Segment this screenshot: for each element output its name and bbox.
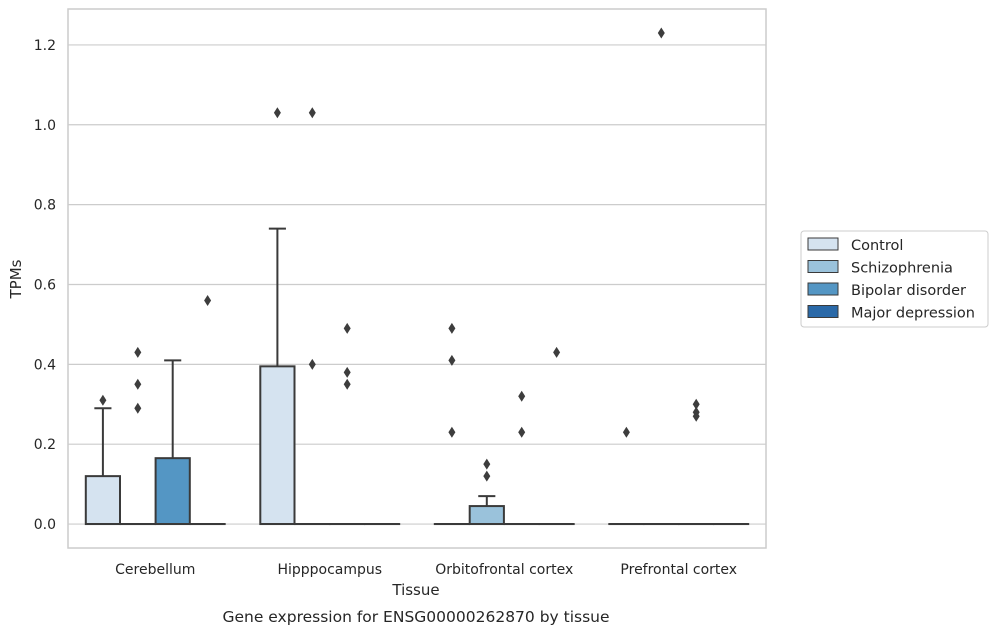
box-plot-marks <box>84 27 750 526</box>
outlier-point <box>518 426 526 438</box>
outlier-point <box>657 27 665 39</box>
outlier-point <box>448 322 456 334</box>
box <box>468 505 505 526</box>
x-axis-ticks: Cerebellum Hipppocampus Orbitofrontal cort… <box>115 562 737 578</box>
outlier-point <box>692 398 700 410</box>
x-tick-label: Prefrontal cortex <box>620 562 737 578</box>
outlier-point <box>483 470 491 482</box>
legend: Control Schizophrenia Bipolar disorder Majo… <box>800 230 989 328</box>
outlier-point <box>273 107 281 119</box>
outlier-point <box>553 346 561 358</box>
y-tick-label: 0.4 <box>34 357 56 373</box>
y-axis-label: TPMs <box>7 259 25 299</box>
legend-label: Control <box>851 238 903 254</box>
outlier-point <box>134 378 142 390</box>
plot-frame-border <box>67 8 767 549</box>
outlier-point <box>308 107 316 119</box>
legend-swatch <box>807 260 839 273</box>
y-tick-label: 0.8 <box>34 198 56 214</box>
legend-label: Bipolar disorder <box>851 283 966 299</box>
outlier-point <box>308 358 316 370</box>
legend-label: Major depression <box>851 306 975 322</box>
legend-swatch <box>807 305 839 318</box>
legend-swatch <box>807 237 839 251</box>
legend-swatch <box>807 282 839 296</box>
y-axis-ticks: 0.0 0.2 0.4 0.6 0.8 1.0 1.2 <box>34 38 56 533</box>
y-tick-label: 0.6 <box>34 277 56 293</box>
outlier-point <box>483 458 491 470</box>
legend-frame <box>800 230 989 328</box>
x-tick-label: Cerebellum <box>115 562 195 578</box>
chart-caption: Gene expression for ENSG00000262870 by t… <box>222 608 609 626</box>
outlier-point <box>692 410 700 422</box>
y-tick-label: 1.2 <box>34 38 56 54</box>
legend-label: Schizophrenia <box>851 261 953 277</box>
y-tick-label: 0.2 <box>34 437 56 453</box>
outlier-point <box>134 346 142 358</box>
outlier-point <box>99 394 107 406</box>
outlier-point <box>448 426 456 438</box>
outlier-point <box>622 426 630 438</box>
box <box>259 365 296 526</box>
y-tick-label: 0.0 <box>34 517 56 533</box>
outlier-point <box>134 402 142 414</box>
outlier-point <box>204 294 212 306</box>
grid-lines <box>68 44 766 525</box>
outlier-point <box>343 322 351 334</box>
outlier-point <box>518 390 526 402</box>
box <box>154 457 191 526</box>
y-tick-label: 1.0 <box>34 118 56 134</box>
x-axis-label: Tissue <box>391 581 439 599</box>
x-tick-label: Hipppocampus <box>277 562 382 578</box>
box <box>84 475 122 526</box>
outlier-point <box>343 366 351 378</box>
outlier-point <box>343 378 351 390</box>
plot-frame <box>67 8 767 549</box>
outlier-point <box>448 354 456 366</box>
x-tick-label: Orbitofrontal cortex <box>435 562 573 578</box>
